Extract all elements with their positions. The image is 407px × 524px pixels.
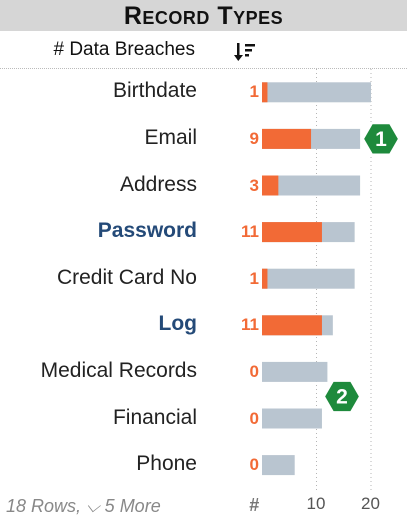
reference-bar[interactable] xyxy=(262,268,355,289)
badge-label: 2 xyxy=(336,386,348,409)
value-label: 1 xyxy=(249,82,259,102)
axis-tick-label: 20 xyxy=(361,494,380,513)
breach-count-bar[interactable] xyxy=(262,268,268,289)
category-label[interactable]: Password xyxy=(97,219,197,243)
axis-tick-label: 10 xyxy=(306,494,326,513)
value-label: 1 xyxy=(249,268,259,288)
title-bar: Record Types xyxy=(0,0,407,31)
category-label[interactable]: Birthdate xyxy=(112,79,197,103)
reference-bar[interactable] xyxy=(262,82,371,103)
chart-title: Record Types xyxy=(123,2,284,30)
breach-count-bar[interactable] xyxy=(262,128,312,149)
value-label: 11 xyxy=(241,222,259,242)
measure-header-label: # Data Breaches xyxy=(53,39,195,60)
measure-symbol: # xyxy=(249,495,260,515)
reference-bar[interactable] xyxy=(262,361,328,382)
header-divider xyxy=(0,68,407,69)
hexagon-badge-icon: 2 xyxy=(322,379,362,414)
hexagon-badge-icon: 1 xyxy=(361,122,401,156)
value-label: 3 xyxy=(249,175,259,195)
row-count-footer[interactable]: 18 Rows, ⌵ 5 More xyxy=(6,496,161,516)
category-label[interactable]: Address xyxy=(119,172,197,196)
breach-count-bar[interactable] xyxy=(262,175,279,196)
value-label: 0 xyxy=(249,361,259,381)
category-label[interactable]: Medical Records xyxy=(40,358,197,382)
category-label[interactable]: Log xyxy=(158,312,197,336)
badge-label: 1 xyxy=(375,128,387,151)
reference-bar[interactable] xyxy=(262,455,295,476)
breach-count-bar[interactable] xyxy=(262,222,322,243)
breach-count-bar[interactable] xyxy=(262,315,322,336)
category-label[interactable]: Phone xyxy=(136,452,197,476)
value-label: 9 xyxy=(249,128,259,148)
column-header-row: # Data Breaches xyxy=(0,31,407,69)
value-label: 0 xyxy=(249,408,259,428)
category-label[interactable]: Financial xyxy=(112,405,197,429)
reference-bar[interactable] xyxy=(262,175,361,196)
value-label: 11 xyxy=(241,315,259,335)
sort-descending-icon[interactable] xyxy=(234,42,256,64)
value-label: 0 xyxy=(249,455,259,475)
category-label[interactable]: Credit Card No xyxy=(56,265,197,289)
breach-count-bar[interactable] xyxy=(262,82,268,103)
reference-bar[interactable] xyxy=(262,408,322,429)
category-label[interactable]: Email xyxy=(144,125,197,149)
